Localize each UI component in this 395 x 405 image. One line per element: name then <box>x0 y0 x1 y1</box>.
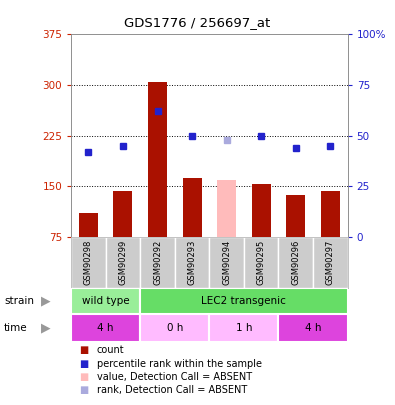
Bar <box>286 195 305 237</box>
Text: ■: ■ <box>79 359 88 369</box>
Bar <box>182 177 201 237</box>
Text: ■: ■ <box>79 386 88 395</box>
Text: GSM90295: GSM90295 <box>257 240 266 285</box>
Bar <box>71 288 140 314</box>
Bar <box>217 179 236 237</box>
Text: rank, Detection Call = ABSENT: rank, Detection Call = ABSENT <box>97 386 247 395</box>
Bar <box>140 314 209 342</box>
Bar <box>148 82 167 237</box>
Text: 4 h: 4 h <box>305 323 321 333</box>
Bar <box>321 191 340 237</box>
Text: GSM90293: GSM90293 <box>188 239 197 285</box>
Text: time: time <box>4 323 28 333</box>
Bar <box>209 314 278 342</box>
Bar <box>252 184 271 237</box>
Bar <box>106 237 140 288</box>
Text: GSM90294: GSM90294 <box>222 240 231 285</box>
Text: GSM90298: GSM90298 <box>84 239 93 285</box>
Bar <box>175 237 209 288</box>
Text: ▶: ▶ <box>41 322 50 335</box>
Text: percentile rank within the sample: percentile rank within the sample <box>97 359 262 369</box>
Bar <box>278 314 348 342</box>
Text: GDS1776 / 256697_at: GDS1776 / 256697_at <box>124 16 271 29</box>
Bar <box>71 237 106 288</box>
Bar <box>113 191 132 237</box>
Bar <box>278 237 313 288</box>
Text: count: count <box>97 345 124 355</box>
Text: wild type: wild type <box>82 296 130 306</box>
Text: GSM90292: GSM90292 <box>153 240 162 285</box>
Bar <box>71 314 140 342</box>
Bar <box>140 237 175 288</box>
Text: GSM90299: GSM90299 <box>118 240 128 285</box>
Text: 4 h: 4 h <box>98 323 114 333</box>
Text: ■: ■ <box>79 372 88 382</box>
Text: ▶: ▶ <box>41 294 50 307</box>
Text: strain: strain <box>4 296 34 306</box>
Text: 0 h: 0 h <box>167 323 183 333</box>
Text: value, Detection Call = ABSENT: value, Detection Call = ABSENT <box>97 372 252 382</box>
Bar <box>79 213 98 237</box>
Text: LEC2 transgenic: LEC2 transgenic <box>201 296 286 306</box>
Text: ■: ■ <box>79 345 88 355</box>
Bar <box>209 237 244 288</box>
Bar <box>313 237 348 288</box>
Bar <box>244 237 278 288</box>
Text: GSM90296: GSM90296 <box>291 239 300 285</box>
Text: 1 h: 1 h <box>236 323 252 333</box>
Text: GSM90297: GSM90297 <box>326 239 335 285</box>
Bar <box>140 288 348 314</box>
